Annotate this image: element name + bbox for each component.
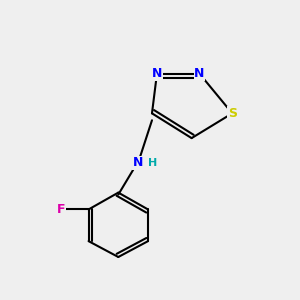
Text: N: N: [133, 156, 143, 170]
Text: F: F: [57, 203, 65, 216]
Text: H: H: [148, 158, 157, 168]
Text: N: N: [152, 67, 162, 80]
Text: S: S: [228, 107, 237, 120]
Text: N: N: [194, 67, 205, 80]
